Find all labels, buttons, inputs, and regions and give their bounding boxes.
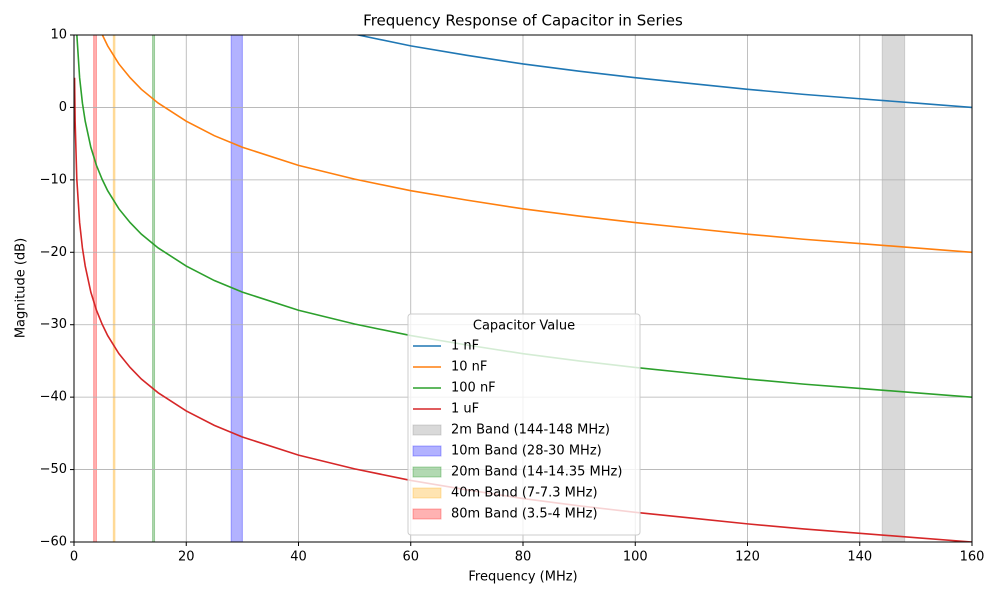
legend-label: 10m Band (28-30 MHz) — [451, 444, 602, 459]
legend-swatch — [412, 487, 442, 499]
frequency-band — [881, 35, 906, 542]
x-tick-label: 160 — [960, 550, 985, 565]
y-tick-label: −10 — [40, 172, 67, 187]
frequency-band — [112, 35, 116, 542]
ticks-layer: 0 20 40 60 80 100 120 140 160 −60 −50 −40 −30 −20 −10 0… — [40, 28, 985, 565]
x-tick-label: 0 — [70, 550, 78, 565]
legend-label: 40m Band (7-7.3 MHz) — [451, 486, 598, 501]
frequency-band — [230, 35, 243, 542]
lines-layer — [74, 35, 972, 542]
legend-box — [407, 313, 641, 536]
y-tick-label: −20 — [40, 245, 67, 260]
legend-swatch — [412, 424, 442, 436]
y-tick-label: −60 — [40, 535, 67, 550]
y-tick-label: −30 — [40, 317, 67, 332]
legend-label: 1 uF — [451, 402, 479, 417]
x-axis-label: Frequency (MHz) — [468, 570, 577, 585]
legend-label: 80m Band (3.5-4 MHz) — [451, 507, 598, 522]
legend: Capacitor Value 1 nF 10 nF 100 nF 1 uF 2m Ban… — [407, 313, 641, 536]
legend-label: 10 nF — [451, 360, 487, 375]
legend-label: 100 nF — [451, 381, 496, 396]
legend-label: 2m Band (144-148 MHz) — [451, 423, 610, 438]
x-tick-label: 40 — [290, 550, 307, 565]
y-tick-label: −50 — [40, 462, 67, 477]
x-tick-label: 60 — [402, 550, 419, 565]
legend-swatch — [412, 445, 442, 457]
y-axis-label: Magnitude (dB) — [14, 238, 29, 338]
y-tick-label: −40 — [40, 390, 67, 405]
legend-swatch — [412, 466, 442, 478]
y-tick-label: 10 — [50, 28, 67, 43]
series-line — [354, 35, 972, 109]
x-tick-label: 140 — [847, 550, 872, 565]
bands-layer — [93, 35, 906, 542]
frequency-band — [152, 35, 156, 542]
legend-label: 20m Band (14-14.35 MHz) — [451, 465, 622, 480]
frequency-band — [93, 35, 97, 542]
series-line — [76, 35, 972, 398]
series-line — [101, 35, 972, 254]
x-tick-label: 20 — [178, 550, 195, 565]
legend-title: Capacitor Value — [473, 319, 575, 334]
legend-label: 1 nF — [451, 339, 479, 354]
x-tick-label: 100 — [623, 550, 648, 565]
legend-swatch — [412, 508, 442, 520]
y-tick-label: 0 — [59, 100, 67, 115]
x-tick-label: 120 — [735, 550, 760, 565]
x-tick-label: 80 — [515, 550, 532, 565]
chart-title: Frequency Response of Capacitor in Serie… — [363, 12, 683, 30]
series-line — [74, 77, 972, 542]
